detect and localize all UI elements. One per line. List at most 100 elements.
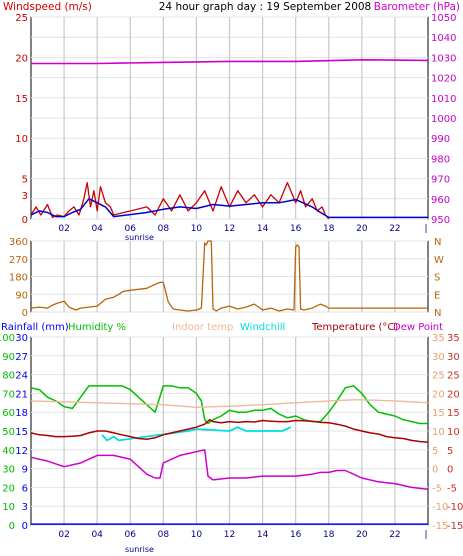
x-tick-label: 06 (125, 224, 137, 234)
temperature-line (30, 418, 429, 444)
humidity-tick-label: 90 (2, 352, 15, 363)
barometer-line (31, 59, 429, 65)
rainfall-tick-labels: 0 3 6 9 12 15 18 21 24 27 30 (15, 333, 28, 532)
direction-tick-label: 0 (22, 308, 28, 319)
rainfall-tick-label: 12 (15, 446, 28, 457)
x-tick-label: 06 (125, 530, 137, 540)
legend-dew-point: Dew Point (393, 322, 443, 333)
humidity-tick-label: 80 (2, 371, 15, 382)
legend-windchill: Windchill (240, 322, 285, 333)
temperature-tick-label: -10 (447, 502, 463, 513)
rainfall-tick-label: 15 (15, 427, 28, 438)
x-tick-label: 10 (191, 224, 203, 234)
rainfall-tick-label: 24 (15, 371, 28, 382)
temperature-tick-label: -5 (447, 483, 457, 494)
wind-x-tick-labels: 02 04 06 08 10 12 14 16 18 20 22 | (58, 224, 427, 234)
barometer-tick-label: 1050 (431, 13, 456, 24)
direction-tick-labels: 0 90 180 270 360 (9, 237, 28, 319)
x-tick-label: 04 (91, 530, 103, 540)
humidity-tick-label: 0 (9, 521, 15, 532)
temperature-tick-label-indoor: -10 (432, 502, 448, 513)
barometer-tick-label: 970 (431, 175, 450, 186)
x-tick-label: 18 (323, 530, 335, 540)
barometer-tick-label: 990 (431, 134, 450, 145)
compass-tick-label: N (434, 308, 441, 319)
humidity-tick-label: 100 (0, 333, 15, 344)
direction-tick-label: 360 (9, 237, 28, 248)
temperature-tick-label-indoor: 30 (432, 352, 445, 363)
temperature-tick-label: 5 (447, 446, 453, 457)
legend: Rainfall (mm) Humidity % Indoor temp Win… (1, 322, 443, 333)
humidity-tick-label: 50 (2, 427, 15, 438)
windspeed-tick-label: 10 (15, 134, 28, 145)
windspeed-tick-label: 5 (22, 175, 28, 186)
legend-humidity: Humidity % (68, 322, 126, 333)
x-tick-label: 20 (356, 530, 368, 540)
x-tick-label: 16 (290, 530, 302, 540)
windchill-line (101, 426, 292, 442)
x-tick-label: 08 (158, 224, 170, 234)
wind-direction-line (30, 240, 428, 312)
rainfall-tick-label: 18 (15, 408, 28, 419)
x-tick-label: 22 (389, 224, 400, 234)
x-tick-label: 10 (191, 530, 203, 540)
x-tick-label: | (424, 530, 427, 540)
humidity-tick-label: 30 (2, 465, 15, 476)
sunrise-label-top: sunrise (125, 233, 154, 242)
barometer-tick-label: 980 (431, 154, 450, 165)
temperature-tick-label: 10 (447, 427, 460, 438)
dew-point-line (30, 449, 429, 491)
average-windspeed-line (30, 198, 428, 219)
x-tick-label: 14 (257, 530, 269, 540)
temperature-tick-label-indoor: 0 (432, 465, 438, 476)
x-tick-label: 18 (323, 224, 335, 234)
x-tick-label: 16 (290, 224, 302, 234)
rainfall-tick-label: 27 (15, 352, 28, 363)
temperature-tick-label: 0 (447, 465, 453, 476)
x-tick-label: 22 (389, 530, 400, 540)
barometer-tick-label: 1000 (431, 114, 456, 125)
humidity-tick-label: 70 (2, 389, 15, 400)
legend-rainfall: Rainfall (mm) (1, 322, 69, 333)
barometer-tick-label: 1020 (431, 74, 456, 85)
rainfall-tick-label: 30 (15, 333, 28, 344)
windspeed-tick-label: 20 (15, 53, 28, 64)
legend-indoor-temp: Indoor temp (172, 322, 233, 333)
x-tick-label: 12 (224, 530, 235, 540)
x-tick-label: 04 (91, 224, 103, 234)
humidity-tick-labels: 0 10 20 30 40 50 60 70 80 90 100 (0, 333, 15, 532)
rainfall-tick-label: 21 (15, 389, 28, 400)
direction-tick-label: 270 (9, 255, 28, 266)
barometer-tick-label: 1040 (431, 33, 456, 44)
sunrise-label-bottom: sunrise (125, 545, 154, 554)
temperature-tick-label: 15 (447, 408, 460, 419)
temperature-tick-label-indoor: 15 (432, 408, 445, 419)
temperature-x-tick-labels: 02 04 06 08 10 12 14 16 18 20 22 | (58, 530, 427, 540)
barometer-tick-labels: 950 960 970 980 990 1000 1010 1020 1030 1040 1050 (431, 13, 456, 226)
compass-tick-label: S (434, 273, 440, 284)
x-tick-label: 02 (58, 224, 69, 234)
legend-temperature: Temperature (°C) (311, 322, 398, 333)
temperature-tick-label-indoor: 20 (432, 389, 445, 400)
temperature-tick-label-indoor: 35 (432, 333, 445, 344)
temperature-vgrid (63, 337, 396, 525)
x-tick-label: 14 (257, 224, 269, 234)
barometer-tick-label: 950 (431, 215, 450, 226)
compass-tick-label: W (434, 255, 444, 266)
rainfall-tick-label: 0 (22, 521, 28, 532)
barometer-axis-label: Barometer (hPa) (374, 1, 460, 13)
temperature-tick-label-indoor: -5 (432, 483, 442, 494)
barometer-tick-label: 1030 (431, 53, 456, 64)
windspeed-tick-label: 15 (15, 94, 28, 105)
temperature-tick-label-indoor: 5 (432, 446, 438, 457)
rainfall-tick-label: 3 (22, 502, 28, 513)
x-tick-label: 20 (356, 224, 368, 234)
compass-tick-label: N (434, 237, 441, 248)
barometer-tick-label: 960 (431, 195, 450, 206)
windspeed-tick-label: 0 (22, 215, 28, 226)
windspeed-tick-label: 3 (22, 191, 28, 202)
x-tick-label: 02 (58, 530, 69, 540)
temperature-tick-label: 30 (447, 352, 460, 363)
